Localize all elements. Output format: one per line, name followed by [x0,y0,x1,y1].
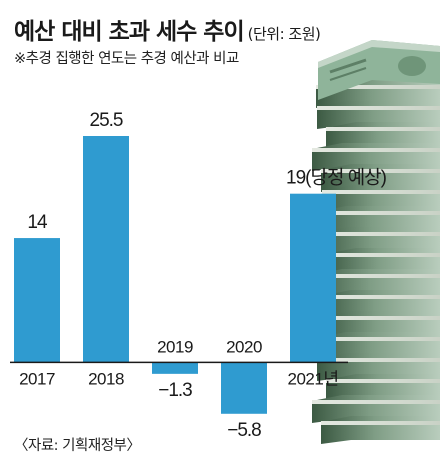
value-label: 25.5 [90,110,123,131]
banknote-bundle [321,416,440,444]
value-label: −1.3 [158,380,192,401]
value-label: 14 [27,212,48,233]
banknote-edge [322,190,440,194]
category-label: 2021년 [288,369,339,388]
banknote-edge [317,358,440,362]
banknote-edge [312,400,440,404]
bar-2020 [221,362,267,414]
category-label: 2017 [19,369,55,388]
banknote-edge [326,253,440,257]
banknote-edge [321,421,440,425]
banknote-edge [312,274,440,278]
banknote-edge [322,316,440,320]
category-label: 2020 [226,337,262,356]
bars-group [14,136,336,414]
top-banknote [318,40,440,100]
bar-2018 [83,136,129,363]
banknote-edge [316,211,440,215]
banknote-edge [321,169,440,173]
source-label: 〈자료: 기획재정부〉 [14,438,141,454]
bar-2019 [152,362,198,374]
banknote-edge [316,85,440,89]
banknote-edge [317,232,440,236]
category-label: 2019 [157,337,193,356]
headline: 예산 대비 초과 세수 추이 (단위: 조원) [14,12,321,46]
banknote-edge [316,337,440,341]
banknote-edge [326,379,440,383]
banknote-edge [312,148,440,152]
unit-label: (단위: 조원) [247,25,321,43]
chart-title: 예산 대비 초과 세수 추이 [14,19,245,45]
value-label: 19(당정 예상) [286,167,387,189]
category-label: 2018 [88,369,124,388]
footnote: ※추경 집행한 연도는 추경 예산과 비교 [14,51,239,67]
banknote-edge [326,127,440,131]
bar-2021년 [290,193,336,363]
banknote-edge [321,295,440,299]
value-label: −5.8 [227,420,261,441]
labels-group: 14 2017 25.5 2018 −1.3 2019 −5.8 2020 19(당정 예상) 2… [19,110,388,441]
money-stack-illustration [312,40,440,444]
banknote-edge [317,106,440,110]
bar-2017 [14,238,60,363]
